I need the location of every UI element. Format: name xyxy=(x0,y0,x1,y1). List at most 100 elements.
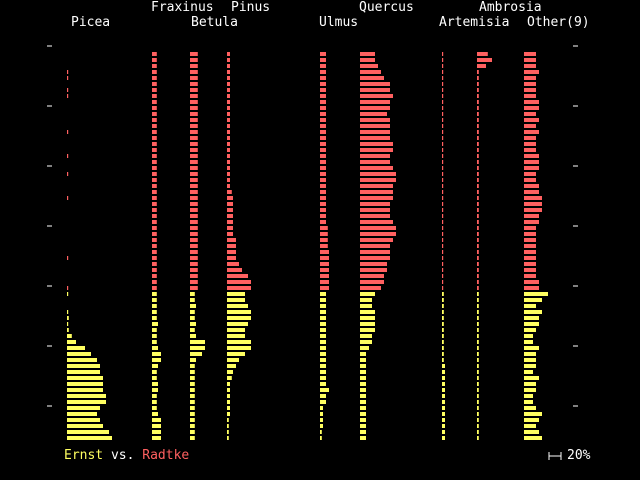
bar-fraxinus-ernst xyxy=(152,352,161,356)
bar-betula-ernst xyxy=(190,346,205,350)
bar-picea-ernst xyxy=(67,394,106,398)
bar-pinus-radtke xyxy=(227,118,230,122)
bar-ulmus-ernst xyxy=(320,388,329,392)
bar-picea-ernst xyxy=(67,436,112,440)
bar-ambrosia-ernst xyxy=(477,388,479,392)
bar-pinus-radtke xyxy=(227,220,233,224)
bar-fraxinus-radtke xyxy=(152,148,157,152)
bar-picea-radtke xyxy=(67,88,69,92)
bar-pinus-radtke xyxy=(227,208,233,212)
bar-artemisia-radtke xyxy=(442,274,444,278)
bar-fraxinus-ernst xyxy=(152,418,161,422)
bar-quercus-radtke xyxy=(360,172,396,176)
bar-artemisia-radtke xyxy=(442,256,444,260)
bar-ambrosia-ernst xyxy=(477,364,479,368)
bar-ambrosia-radtke xyxy=(477,190,479,194)
bar-other-9-ernst xyxy=(524,352,536,356)
legend-ernst: Ernst xyxy=(64,448,104,463)
bar-ambrosia-ernst xyxy=(477,358,479,362)
bar-pinus-radtke xyxy=(227,160,230,164)
bar-fraxinus-radtke xyxy=(152,232,157,236)
bar-pinus-radtke xyxy=(227,64,230,68)
bar-ulmus-radtke xyxy=(320,136,326,140)
bar-ulmus-ernst xyxy=(320,382,326,386)
bar-picea-ernst xyxy=(67,430,109,434)
bar-ambrosia-ernst xyxy=(477,418,479,422)
bar-ulmus-radtke xyxy=(320,70,326,74)
bar-artemisia-radtke xyxy=(442,262,444,266)
bar-ambrosia-radtke xyxy=(477,172,479,176)
bar-quercus-radtke xyxy=(360,148,393,152)
bar-betula-radtke xyxy=(190,178,198,182)
taxon-label-ulmus: Ulmus xyxy=(319,15,359,30)
bar-other-9-ernst xyxy=(524,424,536,428)
bar-fraxinus-radtke xyxy=(152,112,157,116)
bar-ulmus-radtke xyxy=(320,268,329,272)
bar-artemisia-radtke xyxy=(442,268,444,272)
bar-picea-radtke xyxy=(67,154,69,158)
bar-other-9-radtke xyxy=(524,76,536,80)
bar-ambrosia-radtke xyxy=(477,256,479,260)
bar-quercus-radtke xyxy=(360,112,387,116)
bar-ambrosia-radtke xyxy=(477,286,479,290)
bar-fraxinus-ernst xyxy=(152,328,157,332)
bar-quercus-radtke xyxy=(360,208,390,212)
bar-artemisia-radtke xyxy=(442,250,444,254)
bar-ambrosia-radtke xyxy=(477,112,479,116)
bar-ulmus-radtke xyxy=(320,232,328,236)
bar-ulmus-radtke xyxy=(320,220,326,224)
bar-ambrosia-radtke xyxy=(477,52,488,56)
bar-picea-ernst xyxy=(67,412,97,416)
bar-ambrosia-ernst xyxy=(477,310,479,314)
bar-pinus-radtke xyxy=(227,70,230,74)
bar-artemisia-radtke xyxy=(442,64,444,68)
bar-betula-radtke xyxy=(190,286,198,290)
bar-other-9-ernst xyxy=(524,334,533,338)
bar-other-9-radtke xyxy=(524,100,539,104)
bar-betula-radtke xyxy=(190,124,198,128)
bar-pinus-radtke xyxy=(227,82,230,86)
bar-ambrosia-ernst xyxy=(477,424,479,428)
bar-betula-radtke xyxy=(190,100,198,104)
bar-artemisia-ernst xyxy=(442,316,444,320)
bar-betula-ernst xyxy=(190,412,195,416)
bar-pinus-ernst xyxy=(227,382,230,386)
bar-artemisia-radtke xyxy=(442,154,444,158)
bar-fraxinus-ernst xyxy=(152,322,158,326)
bar-artemisia-radtke xyxy=(442,178,444,182)
bar-picea-ernst xyxy=(67,400,106,404)
bar-artemisia-ernst xyxy=(442,346,444,350)
bar-artemisia-radtke xyxy=(442,208,444,212)
taxon-label-quercus: Quercus xyxy=(359,0,414,15)
bar-pinus-radtke xyxy=(227,112,230,116)
bar-pinus-radtke xyxy=(227,58,230,62)
bar-artemisia-radtke xyxy=(442,172,444,176)
bar-ulmus-radtke xyxy=(320,178,326,182)
bar-pinus-radtke xyxy=(227,250,236,254)
bar-quercus-ernst xyxy=(360,322,375,326)
bar-ambrosia-ernst xyxy=(477,370,479,374)
bar-ambrosia-radtke xyxy=(477,238,479,242)
bar-pinus-ernst xyxy=(227,310,251,314)
bar-other-9-radtke xyxy=(524,160,539,164)
bar-other-9-radtke xyxy=(524,64,536,68)
bar-ulmus-radtke xyxy=(320,88,326,92)
bar-quercus-radtke xyxy=(360,220,393,224)
bar-artemisia-radtke xyxy=(442,280,444,284)
bar-betula-radtke xyxy=(190,112,198,116)
bar-pinus-ernst xyxy=(227,358,239,362)
bar-quercus-ernst xyxy=(360,334,372,338)
bar-picea-ernst xyxy=(67,376,103,380)
bar-betula-radtke xyxy=(190,52,198,56)
bar-fraxinus-radtke xyxy=(152,166,157,170)
bar-fraxinus-radtke xyxy=(152,286,157,290)
bar-artemisia-radtke xyxy=(442,58,444,62)
bar-picea-ernst xyxy=(67,388,103,392)
bar-fraxinus-ernst xyxy=(152,406,157,410)
bar-ulmus-radtke xyxy=(320,82,326,86)
bar-betula-ernst xyxy=(190,370,195,374)
bar-quercus-radtke xyxy=(360,166,393,170)
bar-ulmus-ernst xyxy=(320,424,323,428)
bar-pinus-radtke xyxy=(227,154,230,158)
bar-pinus-ernst xyxy=(227,388,230,392)
